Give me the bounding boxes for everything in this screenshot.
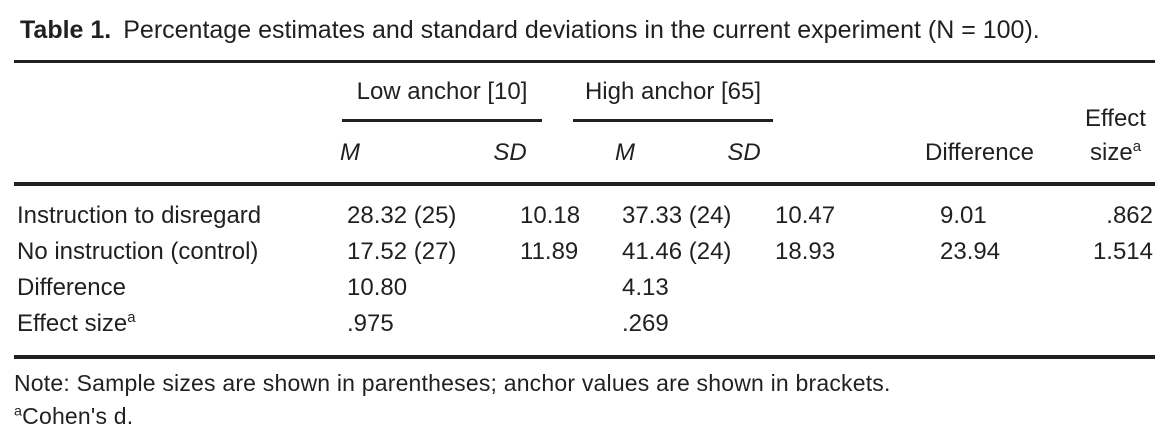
col-header-high-sd: SD (727, 139, 761, 166)
header-rule (14, 182, 1155, 186)
cell-low-anchor-m: 28.32 (25) (347, 202, 457, 229)
cell-low-anchor-m: 17.52 (27) (347, 238, 457, 265)
table-row: No instruction (control) 17.52 (27) 11.8… (0, 238, 1174, 268)
cell-low-anchor-m: 10.80 (347, 274, 408, 301)
cell-high-anchor-m: 4.13 (622, 274, 669, 301)
table-number-label: Table 1. (20, 16, 112, 44)
table-row: Difference 10.80 4.13 (0, 274, 1174, 304)
col-header-effect-line2: sizea (1090, 139, 1141, 166)
cell-high-anchor-sd: 18.93 (775, 238, 836, 265)
col-header-effect-size: Effect sizea (1078, 102, 1153, 170)
cell-difference: 23.94 (940, 238, 1001, 265)
cell-high-anchor-m: 41.46 (24) (622, 238, 732, 265)
cell-effect-size: .862 (1106, 202, 1153, 229)
bottom-rule (14, 355, 1155, 359)
col-header-effect-line1: Effect (1085, 105, 1146, 132)
cell-high-anchor-m: .269 (622, 310, 669, 337)
effect-size-footnote-marker: a (1132, 139, 1141, 155)
spanner-high-anchor: High anchor [65] (573, 77, 773, 122)
footnote-marker: a (14, 403, 23, 420)
cell-high-anchor-m: 37.33 (24) (622, 202, 732, 229)
cell-low-anchor-sd: 10.18 (520, 202, 581, 229)
col-header-difference: Difference (925, 139, 1034, 166)
col-header-high-m: M (615, 139, 635, 166)
cell-low-anchor-sd: 11.89 (520, 238, 579, 265)
cell-difference: 9.01 (940, 202, 987, 229)
table-footnote: aCohen's d. (14, 403, 134, 429)
row-label: Effect sizea (17, 310, 136, 337)
row-footnote-marker: a (127, 310, 136, 326)
cell-high-anchor-sd: 10.47 (775, 202, 836, 229)
top-rule (14, 60, 1155, 63)
row-label: Difference (17, 274, 126, 301)
table-title: Table 1. Percentage estimates and standar… (20, 13, 1040, 47)
row-label: No instruction (control) (17, 238, 259, 265)
cell-effect-size: 1.514 (1092, 238, 1153, 265)
table-row: Effect sizea .975 .269 (0, 310, 1174, 340)
row-label: Instruction to disregard (17, 202, 262, 229)
table-note: Note: Sample sizes are shown in parenthe… (14, 370, 891, 396)
col-header-low-m: M (340, 139, 360, 166)
col-header-low-sd: SD (493, 139, 527, 166)
spanner-low-anchor: Low anchor [10] (342, 77, 542, 122)
cell-low-anchor-m: .975 (347, 310, 394, 337)
table-caption-text: Percentage estimates and standard deviat… (123, 16, 1040, 44)
table-row: Instruction to disregard 28.32 (25) 10.1… (0, 202, 1174, 232)
